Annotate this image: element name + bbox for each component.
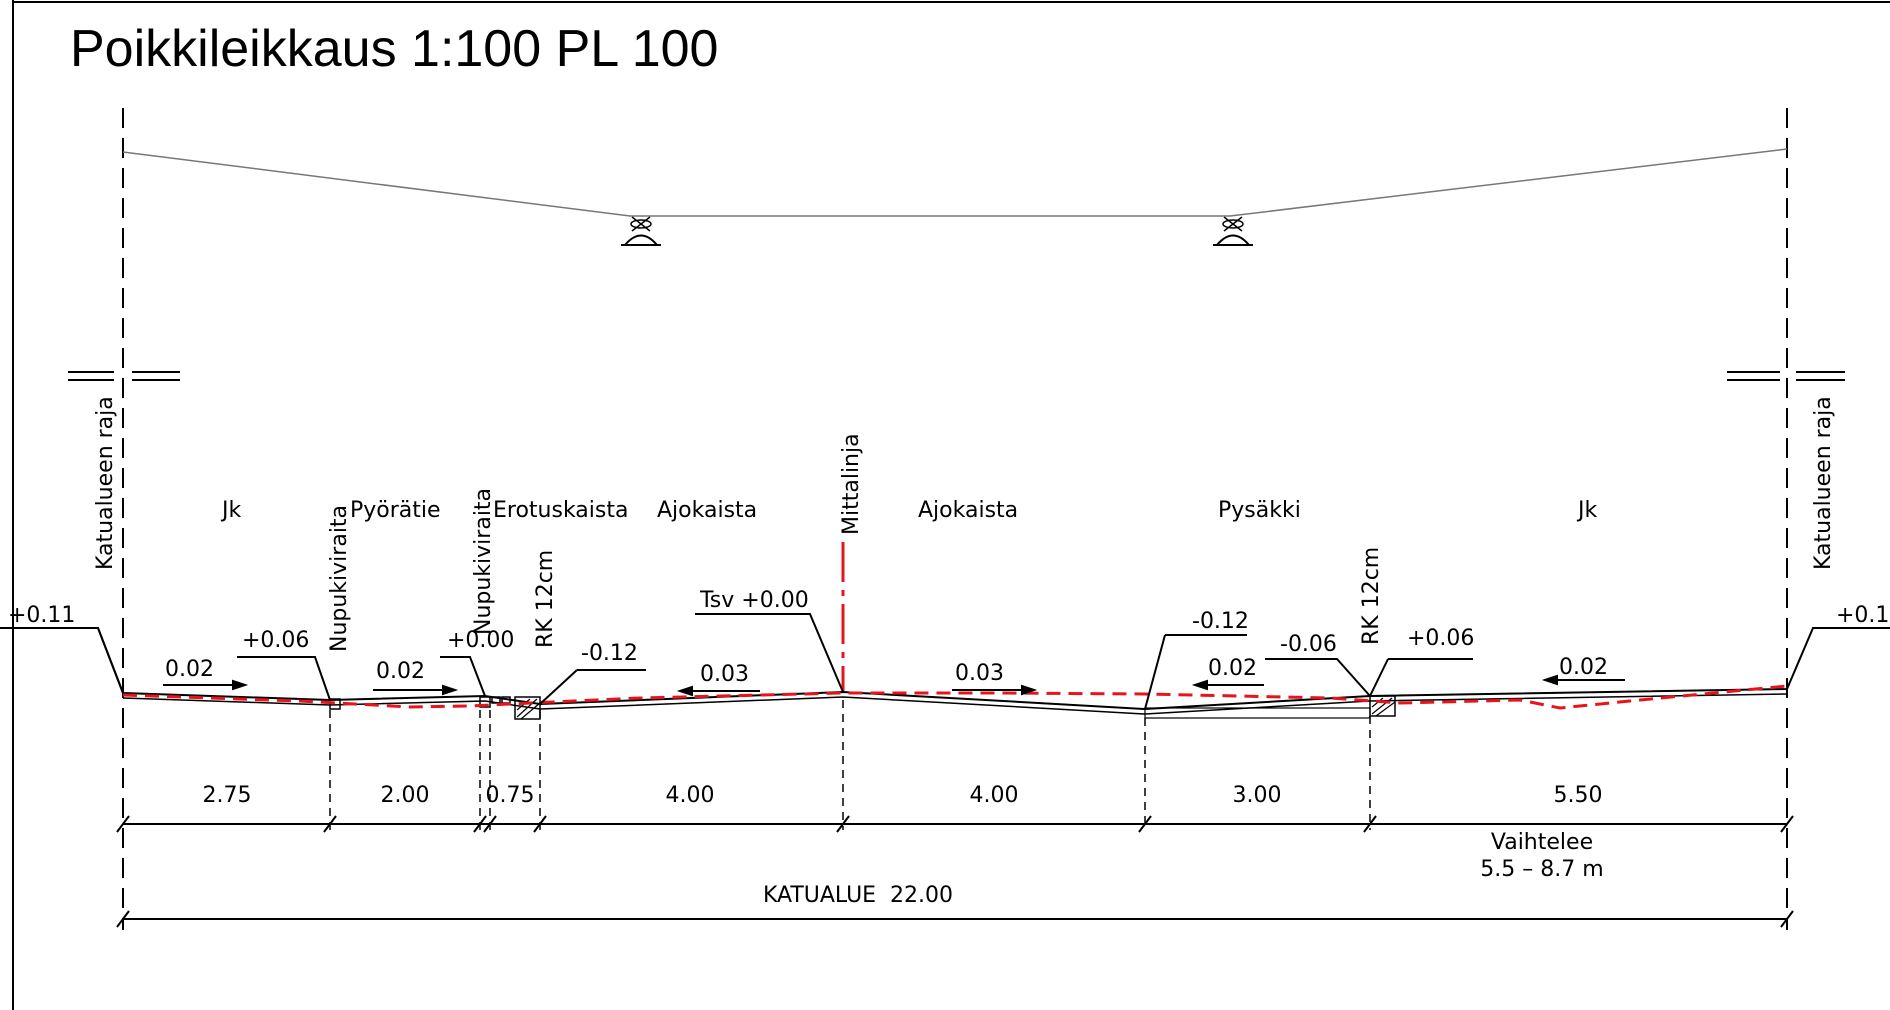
right-boundary-label: Katualueen raja [1811, 396, 1836, 570]
left-boundary-label: Katualueen raja [93, 396, 118, 570]
elevation-erotus: -0.12 [581, 641, 638, 666]
width-value: 0.75 [486, 783, 535, 808]
zone-label-ajokaista-left: Ajokaista [657, 498, 757, 523]
variable-width-line1: Vaihtelee [1491, 830, 1593, 855]
width-value: 2.00 [381, 783, 430, 808]
width-value: 5.50 [1554, 783, 1603, 808]
elevation-jk-right: +0.06 [1407, 626, 1474, 651]
total-dimension-ticks [116, 910, 1794, 928]
boundary-symbol-left [68, 371, 180, 381]
elevation-pyoratie: +0.00 [447, 628, 514, 653]
zone-label-pyoratie: Pyörätie [350, 498, 441, 523]
boundary-symbol-right [1727, 371, 1845, 381]
width-value: 4.00 [970, 783, 1019, 808]
elevation-far-right: +0.17 [1836, 603, 1890, 628]
zone-label-jk-right: Jk [1576, 498, 1597, 523]
slope-pyoratie: 0.02 [376, 659, 425, 684]
nupukiviraita-label-2: Nupukiviraita [471, 488, 496, 635]
width-value: 3.00 [1233, 783, 1282, 808]
nupukiviraita-label-1: Nupukiviraita [327, 505, 352, 652]
elevation-far-left: +0.11 [8, 603, 75, 628]
elevation-jk-left: +0.06 [242, 628, 309, 653]
elevation-pysakki-edge: -0.12 [1192, 609, 1249, 634]
zone-label-ajokaista-right: Ajokaista [918, 498, 1018, 523]
drawing-title: Poikkileikkaus 1:100 PL 100 [70, 20, 718, 78]
center-line-label: Mittalinja [839, 433, 864, 535]
slope-jk-right: 0.02 [1559, 655, 1608, 680]
catenary-wire [122, 148, 1788, 217]
width-value: 4.00 [666, 783, 715, 808]
slope-arrows [163, 674, 1625, 697]
dimension-ticks [116, 815, 1794, 833]
elevation-tsv: Tsv +0.00 [699, 588, 809, 613]
dimension-extension-lines [329, 700, 1371, 830]
rk-label-left: RK 12cm [533, 550, 558, 648]
street-lamp-icon [1213, 216, 1253, 246]
variable-width-line2: 5.5 – 8.7 m [1480, 857, 1603, 882]
slope-ajokaista-left: 0.03 [700, 662, 749, 687]
elevation-leaders [0, 613, 1890, 710]
slope-pysakki: 0.02 [1208, 656, 1257, 681]
slope-jk-left: 0.02 [165, 657, 214, 682]
street-lamp-icon [621, 216, 661, 246]
zone-label-jk-left: Jk [220, 498, 241, 523]
slope-ajokaista-right: 0.03 [955, 661, 1004, 686]
zone-label-erotuskaista: Erotuskaista [493, 498, 628, 523]
width-value: 2.75 [203, 783, 252, 808]
rk-label-right: RK 12cm [1359, 547, 1384, 645]
zone-label-pysakki: Pysäkki [1218, 498, 1301, 523]
total-width-label: KATUALUE 22.00 [763, 883, 953, 908]
elevation-rk-right: -0.06 [1280, 632, 1337, 657]
